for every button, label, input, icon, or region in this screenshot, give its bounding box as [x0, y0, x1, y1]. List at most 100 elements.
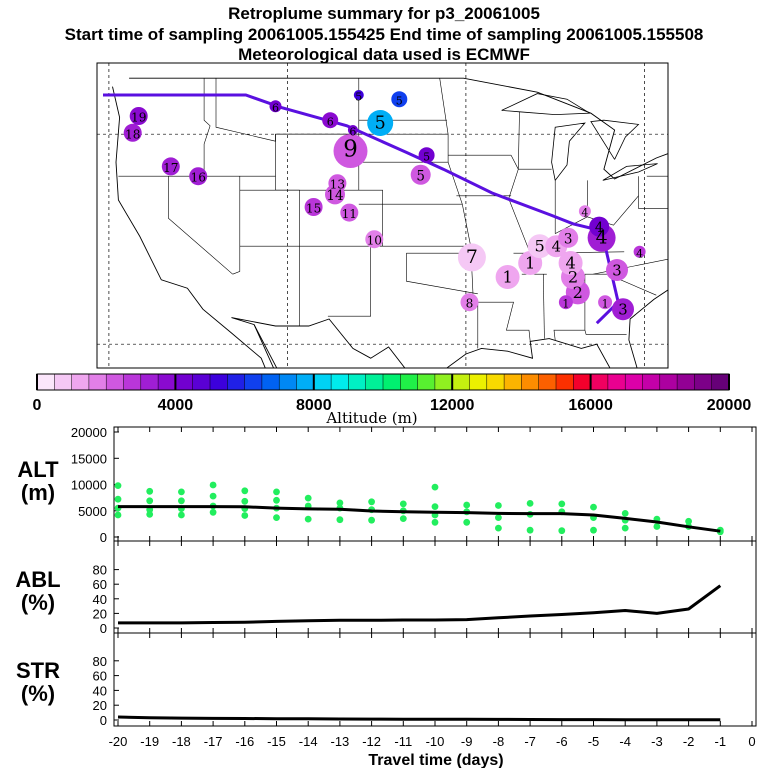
colorbar-tick-label: 20000 [707, 397, 752, 414]
colorbar-swatch [677, 374, 695, 390]
colorbar-swatch [504, 374, 522, 390]
cluster-day-label: 19 [131, 111, 146, 125]
plume-cluster-marker [367, 110, 394, 136]
cluster-day-label: 13 [330, 178, 345, 192]
altitude-point [241, 497, 249, 505]
map-state-border [168, 176, 233, 275]
altitude-point [463, 501, 471, 509]
colorbar-tick-label: 12000 [430, 397, 475, 414]
x-tick-label: -14 [299, 734, 318, 749]
altitude-point [146, 487, 154, 495]
altitude-point [431, 518, 439, 526]
colorbar-swatch [556, 374, 574, 390]
cluster-day-label: 4 [565, 254, 575, 273]
x-tick-label: -17 [204, 734, 223, 749]
altitude-point [685, 517, 692, 525]
x-tick-label: -16 [235, 734, 254, 749]
colorbar-swatch [175, 374, 194, 390]
plume-cluster-marker [391, 91, 408, 108]
plume-cluster-marker [410, 164, 431, 185]
altitude-point [558, 500, 566, 508]
plume-cluster-marker [558, 295, 573, 310]
colorbar-swatch [659, 374, 678, 390]
colorbar-swatch [106, 374, 124, 390]
colorbar-swatch [331, 374, 349, 390]
x-tick-label: -18 [172, 734, 191, 749]
altitude-point [399, 500, 407, 508]
y-tick-label: 20 [93, 606, 107, 621]
map-state-border [742, 134, 752, 162]
plume-cluster-marker [328, 174, 347, 193]
y-tick-label: 60 [93, 577, 107, 592]
cluster-day-label: 2 [568, 268, 578, 287]
panel-unit-label: (%) [21, 590, 55, 615]
time-axis: -20 -19 -18 -17 -16 -15 -14 -13 -12 -11 -10 -9 -8 -7-… [109, 734, 756, 768]
altitude-point [146, 497, 154, 505]
altitude-point [368, 516, 375, 524]
colorbar-swatch [71, 374, 90, 390]
colorbar-swatch [37, 374, 55, 390]
cluster-day-label: 4 [596, 226, 608, 248]
colorbar-swatch [88, 374, 107, 390]
plume-cluster-marker [365, 230, 384, 249]
colorbar-swatch [625, 374, 643, 390]
plume-cluster-marker [189, 167, 208, 186]
plume-cluster-marker [161, 157, 180, 176]
cluster-day-label: 1 [602, 298, 609, 311]
colorbar-swatch [348, 374, 367, 390]
plume-cluster-marker [333, 134, 368, 168]
colorbar-swatch [261, 374, 280, 390]
colorbar-swatch [590, 374, 609, 390]
x-tick-label: -10 [426, 734, 445, 749]
plume-cluster-marker [304, 198, 323, 216]
cluster-day-label: 5 [355, 91, 362, 104]
plume-cluster-marker [340, 203, 359, 222]
cluster-day-label: 3 [612, 262, 621, 280]
colorbar-tick-label: 16000 [568, 397, 613, 414]
plume-cluster-marker [578, 205, 591, 218]
colorbar-swatch [210, 374, 228, 390]
plume-cluster-marker [353, 90, 364, 100]
colorbar-swatch [244, 374, 263, 390]
cluster-day-label: 3 [564, 231, 573, 247]
plume-cluster-marker [322, 112, 339, 129]
panel-unit-label: (m) [21, 480, 55, 505]
y-tick-label: 40 [93, 683, 107, 698]
altitude-point [526, 526, 534, 534]
colorbar-swatch [123, 374, 142, 390]
x-axis-label: Travel time (days) [368, 752, 503, 768]
plume-cluster-marker [460, 293, 479, 312]
plume-cluster-marker [269, 100, 282, 113]
map-state-border [584, 330, 627, 335]
colorbar-tick-label: 4000 [158, 397, 194, 414]
altitude-point [178, 497, 185, 505]
colorbar-swatch [486, 374, 505, 390]
x-tick-label: -20 [109, 734, 128, 749]
x-tick-label: -11 [394, 734, 412, 749]
x-tick-label: -9 [461, 734, 473, 749]
cluster-day-label: 16 [190, 171, 205, 185]
colorbar-swatch [694, 374, 713, 390]
x-tick-label: -2 [683, 734, 695, 749]
colorbar-swatch [521, 374, 540, 390]
altitude-point [178, 511, 185, 519]
x-tick-label: -15 [267, 734, 286, 749]
cluster-day-label: 9 [343, 137, 358, 163]
colorbar-swatch [417, 374, 436, 390]
x-tick-label: -13 [331, 734, 350, 749]
y-tick-label: 5000 [78, 504, 107, 519]
altitude-point [621, 524, 629, 532]
x-tick-label: -5 [588, 734, 600, 749]
colorbar-swatch [365, 374, 384, 390]
map-state-border [543, 274, 545, 339]
altitude-point [431, 503, 439, 510]
altitude-point [590, 526, 597, 534]
panel-frame [113, 632, 757, 727]
plume-cluster-marker [457, 243, 486, 272]
colorbar-swatch [158, 374, 176, 390]
cluster-day-label: 18 [125, 127, 140, 141]
panel-label: ALT [17, 457, 59, 482]
